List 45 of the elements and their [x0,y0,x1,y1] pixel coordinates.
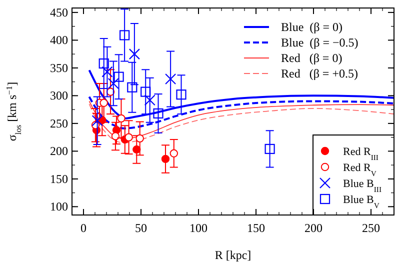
legend-label: Blue (β = −0.5) [281,36,358,50]
x-tick-label: 100 [190,221,208,235]
legend-label: Red (β = +0.5) [281,66,358,80]
y-tick-label: 450 [50,5,68,20]
x-tick-label: 250 [362,221,380,235]
point [98,58,109,69]
legend-label: Red R$_{V}$ [343,162,377,178]
point [124,133,133,142]
legend-label: Red R$_{III}$ [343,146,379,162]
point [92,115,103,126]
x-tick-label: 150 [247,221,265,235]
x-axis-title: R [kpc] [214,248,252,262]
y-tick-label: 350 [50,60,68,75]
y-tick-label: 300 [50,88,68,103]
y-tick-label: 100 [50,200,68,214]
point [170,149,178,158]
legend-label: Red (β = 0) [281,51,342,65]
point [144,94,156,106]
y-tick-label: 150 [50,172,68,186]
point [264,144,275,154]
y-tick-label: 400 [50,33,68,48]
point [136,134,144,143]
point [117,114,126,123]
legend-label: Blue B$_{III}$ [343,178,382,194]
point [161,154,170,164]
legend-label: Blue B$_{V}$ [343,194,380,210]
point [132,145,141,154]
point [165,73,176,85]
point [114,72,124,82]
y-tick-label: 200 [50,144,68,158]
legend-label: Blue (β = 0) [281,20,343,34]
point [127,82,138,92]
point [100,98,108,107]
point [153,108,164,118]
point [140,86,151,97]
point [111,132,120,140]
x-tick-label: 50 [135,221,147,235]
x-tick-label: 200 [304,221,322,235]
point [108,78,119,90]
point [120,30,130,40]
x-tick-label: 0 [80,221,86,235]
y-tick-label: 250 [50,116,68,130]
point [128,48,140,60]
point [176,90,186,100]
point [102,66,113,78]
